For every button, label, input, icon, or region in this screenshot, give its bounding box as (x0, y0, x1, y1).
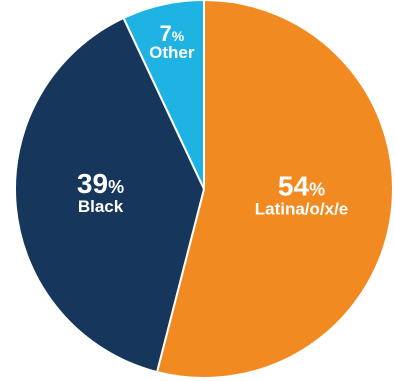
pie-slice-black (14, 16, 206, 374)
slice-category-label: Black (78, 197, 124, 216)
pie-slice-other (122, 0, 205, 190)
slice-category-label: Latina/o/x/e (255, 199, 349, 218)
slice-percent-label: 54% (278, 170, 325, 201)
slice-percent-label: 7% (159, 21, 184, 46)
slice-category-label: Other (149, 43, 195, 62)
slice-percent-label: 39% (77, 168, 124, 199)
pie-slice-latina-o-x-e (155, 0, 394, 379)
